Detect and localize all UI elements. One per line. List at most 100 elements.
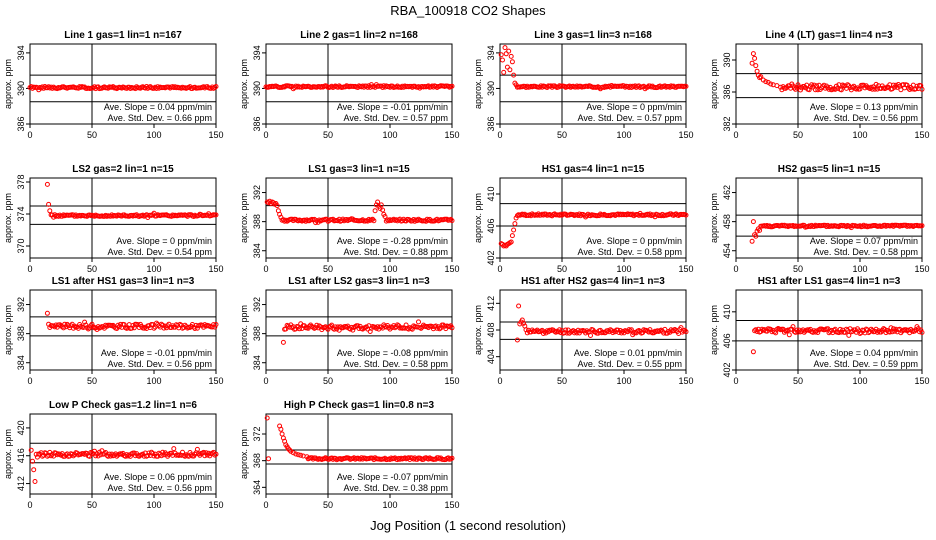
std-annotation: Ave. Std. Dev. = 0.66 ppm [108,113,212,123]
x-tick-label: 100 [616,264,631,274]
x-tick-label: 150 [914,376,929,386]
data-point [213,322,219,327]
y-tick-label: 392 [252,185,262,200]
y-tick-label: 454 [722,243,732,258]
panel-title: LS2 gas=2 lin=1 n=15 [72,164,174,175]
x-tick-label: 50 [323,500,333,510]
data-point [891,326,896,332]
data-point [125,453,131,459]
x-tick-label: 50 [793,376,803,386]
x-tick-label: 150 [444,130,459,140]
data-point [392,325,398,331]
data-point [913,86,919,92]
x-tick-label: 100 [382,500,397,510]
x-tick-label: 100 [146,500,161,510]
data-point [32,479,38,484]
data-point [815,87,821,93]
data-point [562,330,567,336]
y-tick-label: 410 [722,304,732,319]
data-point [811,82,817,88]
y-axis-label: approx. ppm [3,193,13,243]
data-point [574,330,580,336]
x-tick-label: 100 [382,130,397,140]
chart-panel: LS2 gas=2 lin=1 n=15 0 50 100 150 370 374 378ap… [3,164,224,274]
y-tick-label: 368 [252,453,262,468]
data-point [293,451,299,457]
data-point [418,325,424,331]
data-point [372,208,378,214]
panel-title: High P Check gas=1 lin=0.8 n=3 [284,400,435,411]
data-point [298,452,304,458]
x-tick-label: 0 [733,376,738,386]
x-tick-label: 0 [263,264,268,274]
data-point [380,207,386,213]
x-axis-label: Jog Position (1 second resolution) [370,518,566,533]
data-point [449,455,455,461]
data-point [502,45,508,51]
data-point [872,86,878,92]
data-point [832,326,838,332]
data-point [504,64,510,70]
y-tick-label: 394 [486,45,496,60]
std-annotation: Ave. Std. Dev. = 0.54 ppm [108,247,212,257]
data-point [280,339,286,345]
y-axis-label: approx. ppm [239,429,249,479]
x-tick-label: 100 [616,130,631,140]
slope-annotation: Ave. Slope = 0.06 ppm/min [104,472,212,482]
slope-annotation: Ave. Slope = 0.07 ppm/min [810,236,918,246]
data-point [315,219,321,225]
y-tick-label: 394 [16,45,26,60]
y-axis-label: approx. ppm [3,305,13,355]
data-point [211,322,216,328]
y-tick-label: 392 [252,297,262,312]
data-point [150,451,156,456]
x-tick-label: 100 [852,130,867,140]
y-tick-label: 402 [486,250,496,265]
y-tick-label: 390 [722,52,732,67]
std-annotation: Ave. Std. Dev. = 0.57 ppm [578,113,682,123]
chart-panel: Line 1 gas=1 lin=1 n=167 0 50 100 150 386 390 3… [3,30,224,140]
data-point [617,328,623,333]
x-tick-label: 0 [263,130,268,140]
x-tick-label: 100 [382,376,397,386]
data-point [511,72,517,78]
panel-title: Line 1 gas=1 lin=1 n=167 [64,30,182,41]
data-point [511,227,517,233]
data-point [47,208,53,214]
x-tick-label: 100 [852,376,867,386]
data-point [160,449,166,455]
data-point [801,84,807,89]
y-axis-label: approx. ppm [3,59,13,109]
data-point [855,85,860,91]
data-point [783,85,789,91]
x-tick-label: 0 [263,500,268,510]
x-tick-label: 50 [323,130,333,140]
slope-annotation: Ave. Slope = 0.01 ppm/min [574,348,682,358]
std-annotation: Ave. Std. Dev. = 0.56 ppm [814,113,918,123]
data-point [28,447,34,453]
data-point [873,81,879,87]
std-annotation: Ave. Std. Dev. = 0.57 ppm [344,113,448,123]
data-point [266,456,271,462]
std-annotation: Ave. Std. Dev. = 0.88 ppm [344,247,448,257]
y-tick-label: 406 [722,333,732,348]
panel-title: HS1 after LS1 gas=4 lin=1 n=3 [758,276,901,287]
plot-frame [735,177,923,259]
panel-title: HS2 gas=5 lin=1 n=15 [778,164,881,175]
data-point [521,320,527,326]
x-tick-label: 150 [444,376,459,386]
panel-title: HS1 gas=4 lin=1 n=15 [542,164,645,175]
data-point [160,322,166,328]
x-tick-label: 0 [733,264,738,274]
x-tick-label: 100 [382,264,397,274]
x-tick-label: 150 [678,264,693,274]
data-point [31,467,37,473]
data-point [557,327,562,333]
data-point [757,227,763,233]
data-point [512,221,518,227]
x-tick-label: 50 [557,376,567,386]
data-point [806,328,812,333]
x-tick-label: 0 [27,376,32,386]
data-point [794,84,800,90]
data-point [683,329,689,335]
